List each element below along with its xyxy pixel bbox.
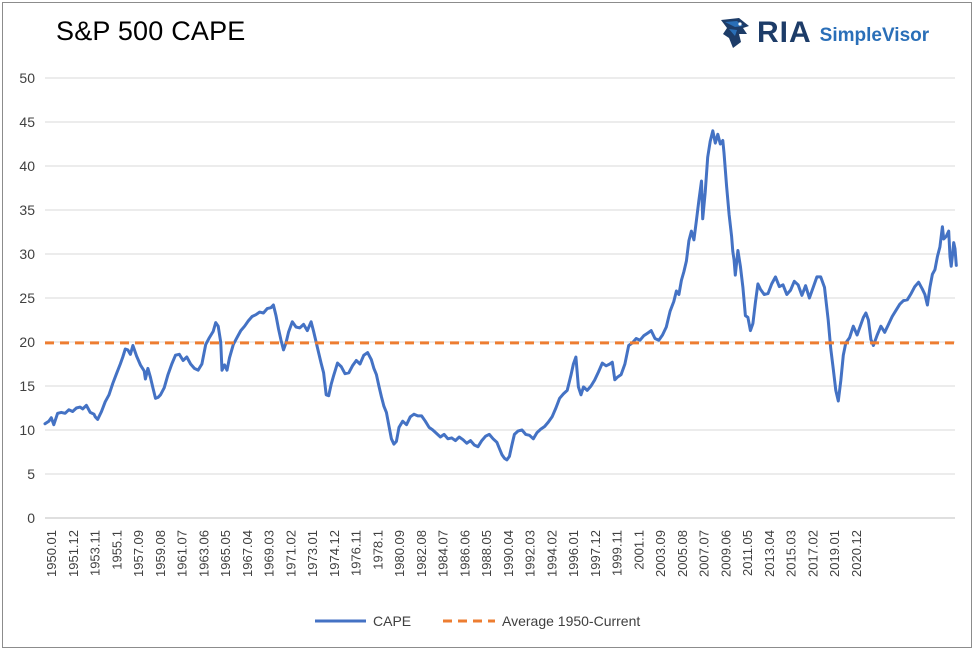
legend-item-average-label: Average 1950-Current <box>502 613 640 629</box>
series-line-cape <box>43 129 958 462</box>
y-tick-label-45: 45 <box>19 114 35 130</box>
x-tick-label-2020.12: 2020.12 <box>849 530 864 577</box>
x-tick-label-1959.08: 1959.08 <box>153 530 168 577</box>
y-tick-label-50: 50 <box>19 70 35 86</box>
x-tick-label-1986.06: 1986.06 <box>457 530 472 577</box>
eagle-head-icon <box>719 16 751 50</box>
x-tick-label-2013.04: 2013.04 <box>762 530 777 577</box>
gridlines <box>45 77 955 475</box>
x-tick-label-1955.1: 1955.1 <box>109 530 124 570</box>
legend-item-cape-label: CAPE <box>373 613 411 629</box>
logo-simplevisor-text: SimpleVisor <box>819 25 930 46</box>
logo-ria-text: RIA <box>757 16 812 49</box>
y-tick-label-25: 25 <box>19 290 35 306</box>
x-tick-label-2009.06: 2009.06 <box>718 530 733 577</box>
x-tick-label-1999.11: 1999.11 <box>610 530 625 576</box>
x-tick-label-1963.06: 1963.06 <box>196 530 211 577</box>
x-tick-label-1988.05: 1988.05 <box>479 530 494 577</box>
x-tick-label-1992.03: 1992.03 <box>523 530 538 577</box>
y-tick-label-35: 35 <box>19 202 35 218</box>
x-tick-label-2005.08: 2005.08 <box>675 530 690 577</box>
x-tick-label-2017.02: 2017.02 <box>805 530 820 577</box>
x-tick-label-1982.08: 1982.08 <box>414 530 429 577</box>
x-tick-label-1994.02: 1994.02 <box>544 530 559 577</box>
chart-legend: CAPE Average 1950-Current <box>315 613 640 629</box>
y-tick-label-40: 40 <box>19 158 35 174</box>
x-axis-labels: 1950.01 1951.12 1953.11 1955.1 1957.09 1959.0… <box>44 530 864 577</box>
x-tick-label-1950.01: 1950.01 <box>44 530 59 577</box>
x-tick-label-1978.1: 1978.1 <box>370 530 385 570</box>
x-tick-label-1980.09: 1980.09 <box>392 530 407 577</box>
ria-simplevisor-logo: RIA SimpleVisor <box>719 13 929 53</box>
x-tick-label-1973.01: 1973.01 <box>305 530 320 577</box>
x-tick-label-2011.05: 2011.05 <box>740 530 755 576</box>
x-tick-label-1953.11: 1953.11 <box>88 530 103 576</box>
x-tick-label-1951.12: 1951.12 <box>66 530 81 577</box>
x-tick-label-1969.03: 1969.03 <box>262 530 277 577</box>
y-tick-label-20: 20 <box>19 334 35 350</box>
x-tick-label-1990.04: 1990.04 <box>501 530 516 577</box>
y-tick-label-15: 15 <box>19 378 35 394</box>
y-axis-labels: 0 5 10 15 20 25 30 35 40 45 50 <box>19 70 35 526</box>
x-tick-label-1984.07: 1984.07 <box>436 530 451 577</box>
y-tick-label-30: 30 <box>19 246 35 262</box>
x-tick-label-1971.02: 1971.02 <box>283 530 298 577</box>
x-tick-label-1967.04: 1967.04 <box>240 530 255 577</box>
x-tick-label-2015.03: 2015.03 <box>784 530 799 577</box>
x-tick-label-1997.12: 1997.12 <box>588 530 603 577</box>
x-tick-label-1996.01: 1996.01 <box>566 530 581 577</box>
x-tick-label-2003.09: 2003.09 <box>653 530 668 577</box>
x-tick-label-1974.12: 1974.12 <box>327 530 342 577</box>
y-tick-label-0: 0 <box>27 510 35 526</box>
x-tick-label-1961.07: 1961.07 <box>175 530 190 577</box>
x-tick-label-2007.07: 2007.07 <box>697 530 712 577</box>
x-tick-label-2019.01: 2019.01 <box>827 530 842 577</box>
y-tick-label-5: 5 <box>27 466 35 482</box>
x-tick-label-1976.11: 1976.11 <box>349 530 364 576</box>
x-tick-label-2001.1: 2001.1 <box>631 530 646 570</box>
chart-title: S&P 500 CAPE <box>56 16 246 46</box>
x-tick-label-1957.09: 1957.09 <box>131 530 146 577</box>
x-tick-label-1965.05: 1965.05 <box>218 530 233 577</box>
y-tick-label-10: 10 <box>19 422 35 438</box>
series-lines <box>43 129 958 462</box>
